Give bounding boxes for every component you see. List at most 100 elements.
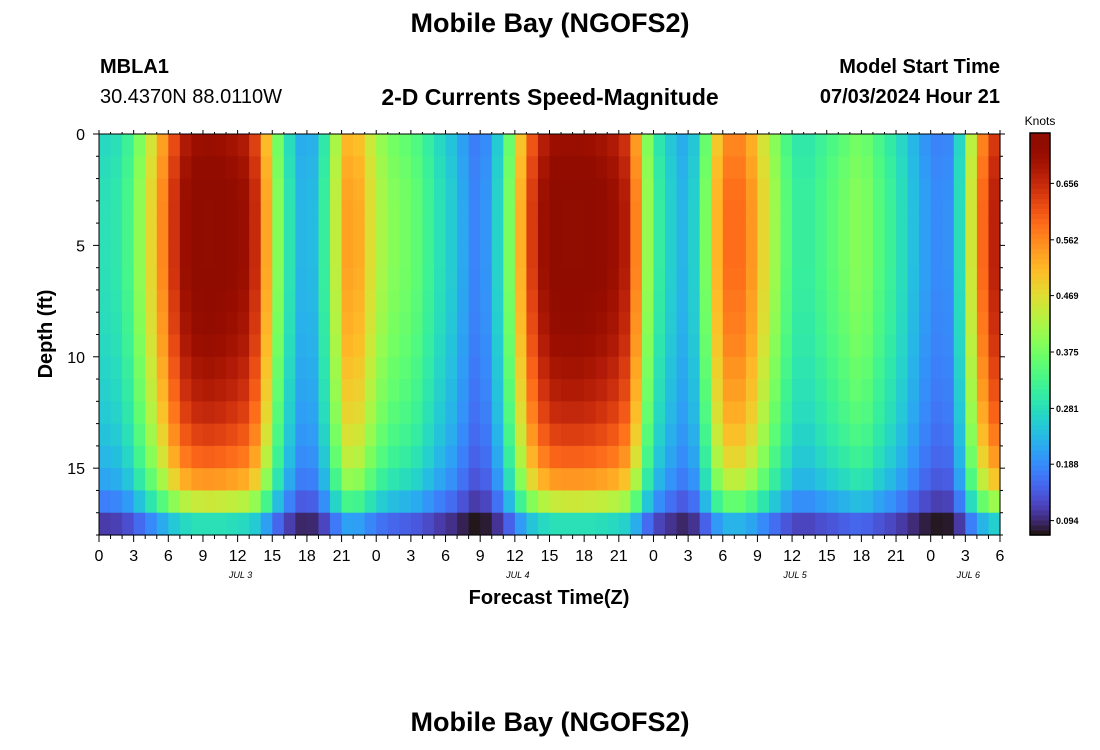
heat-cell: [145, 178, 158, 202]
heat-cell: [537, 512, 551, 536]
heat-cell: [457, 468, 470, 492]
chart-title-repeat: Mobile Bay (NGOFS2): [410, 707, 690, 737]
heat-cell: [618, 267, 631, 291]
colorbar-segment: [1030, 519, 1050, 526]
heat-cell: [572, 245, 585, 269]
heat-cell: [549, 156, 562, 180]
heat-cell: [584, 134, 597, 157]
heat-cell: [676, 423, 689, 447]
heat-cell: [295, 468, 308, 492]
heat-cell: [179, 401, 193, 425]
colorbar-tick-label: 0.094: [1056, 516, 1079, 526]
heat-cell: [422, 223, 435, 246]
heat-cell: [618, 401, 631, 425]
heat-cell: [630, 134, 643, 157]
heat-cell: [260, 178, 273, 202]
heat-cell: [665, 312, 678, 336]
heat-cell: [953, 312, 966, 336]
heat-cell: [341, 445, 354, 469]
heat-cell: [745, 245, 759, 269]
x-tick-label: 0: [372, 548, 381, 565]
heat-cell: [572, 423, 585, 447]
x-axis: 0 3 6 9 12 15 18 21 0 3 6 9 12 15 18 21 0 3 6 9 12 15 18 21 0 3 6J…: [95, 130, 1005, 580]
x-tick-label: 12: [229, 548, 247, 565]
heat-cell: [872, 445, 886, 469]
heat-cell: [688, 468, 701, 492]
heat-cell: [584, 267, 597, 291]
heat-cell: [491, 401, 504, 425]
heat-cell: [942, 289, 955, 313]
heat-cell: [780, 223, 793, 246]
heat-cell: [861, 134, 874, 157]
heat-cell: [283, 245, 296, 269]
heat-cell: [306, 468, 320, 492]
heat-cell: [549, 245, 562, 269]
heat-cell: [826, 312, 839, 336]
heat-cell: [653, 379, 666, 402]
heat-cell: [503, 134, 516, 157]
heat-cell: [526, 379, 539, 402]
heat-cell: [445, 490, 458, 514]
heat-cell: [537, 445, 551, 469]
heat-cell: [561, 134, 574, 157]
heat-cell: [780, 289, 793, 313]
heat-cell: [803, 490, 816, 514]
heat-cell: [457, 156, 470, 180]
heat-cell: [156, 512, 169, 536]
heat-cell: [179, 490, 193, 514]
x-tick-label: 21: [887, 548, 905, 565]
heat-cell: [514, 312, 527, 336]
heat-cell: [387, 356, 400, 380]
heat-cell: [237, 312, 250, 336]
heat-cell: [584, 200, 597, 224]
colorbar-segment: [1030, 374, 1050, 380]
heat-cell: [306, 267, 320, 291]
heat-cell: [561, 445, 574, 469]
heat-cell: [618, 312, 631, 336]
heat-cell: [792, 267, 805, 291]
heat-cell: [572, 178, 585, 202]
heat-cell: [942, 223, 955, 246]
heat-cell: [988, 156, 1001, 180]
heat-cell: [688, 423, 701, 447]
colorbar-segment: [1030, 193, 1050, 199]
colorbar-segment: [1030, 313, 1050, 320]
heat-cell: [179, 312, 193, 336]
heat-cell: [988, 267, 1001, 291]
heat-cell: [561, 312, 574, 336]
heat-cell: [491, 134, 504, 157]
heat-cell: [780, 445, 793, 469]
heat-cell: [584, 445, 597, 469]
heat-cell: [595, 178, 608, 202]
heat-cell: [202, 468, 216, 492]
heat-cell: [156, 245, 169, 269]
heat-cell: [584, 289, 597, 313]
heat-cell: [630, 312, 643, 336]
heat-cell: [491, 356, 504, 380]
heat-cell: [272, 490, 285, 514]
heat-cell: [249, 334, 262, 358]
x-tick-label: 9: [753, 548, 762, 565]
heat-cell: [491, 445, 504, 469]
heat-cell: [122, 468, 135, 492]
heat-cell: [341, 401, 354, 425]
heat-cell: [734, 423, 747, 447]
heat-cell: [433, 267, 447, 291]
heat-cell: [283, 200, 296, 224]
heat-cell: [722, 312, 735, 336]
heat-cell: [884, 401, 897, 425]
heat-cell: [133, 401, 146, 425]
colorbar-segment: [1030, 524, 1050, 531]
heat-cell: [699, 423, 712, 447]
heat-cell: [376, 490, 389, 514]
heat-cell: [618, 223, 631, 246]
heat-cell: [514, 156, 527, 180]
heat-cell: [468, 423, 481, 447]
heat-cell: [260, 200, 273, 224]
heat-cell: [607, 178, 620, 202]
heatmap-cells: [99, 134, 1001, 536]
heat-cell: [249, 445, 262, 469]
heat-cell: [145, 401, 158, 425]
heat-cell: [387, 512, 400, 536]
heat-cell: [630, 401, 643, 425]
